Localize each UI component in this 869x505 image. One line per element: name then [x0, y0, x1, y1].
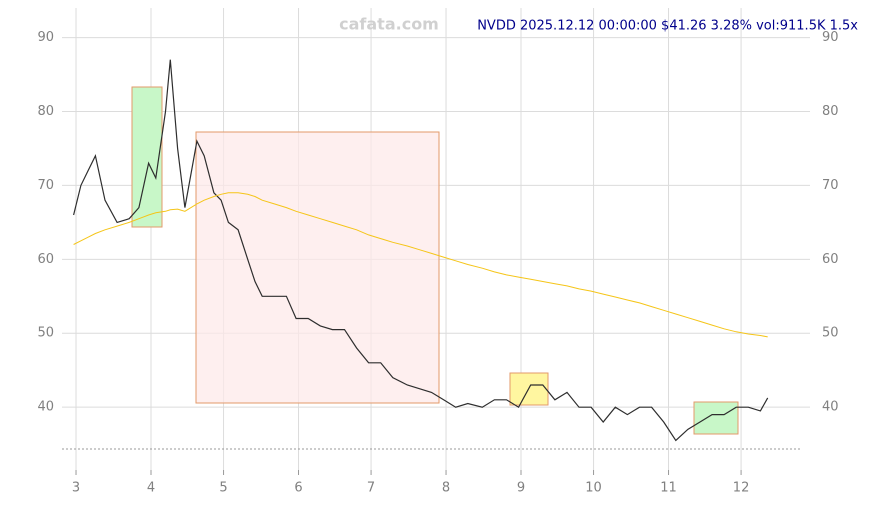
x-tick-label: 7: [367, 481, 375, 496]
x-tick-label: 8: [442, 481, 450, 496]
y2-tick-label: 90: [822, 30, 839, 45]
y-tick-label: 60: [37, 252, 54, 267]
y-tick-label: 50: [37, 326, 54, 341]
range-box: [693, 401, 739, 435]
watermark: cafata.com: [339, 15, 439, 34]
x-tick-label: 3: [72, 481, 80, 496]
y-tick-label: 70: [37, 178, 54, 193]
series-line: [73, 192, 768, 338]
y2-tick-label: 60: [822, 252, 839, 267]
x-tick-label: 4: [147, 481, 155, 496]
chart-title: NVDD 2025.12.12 00:00:00 $41.26 3.28% vo…: [477, 19, 858, 34]
x-tick-label: 11: [660, 481, 677, 496]
y2-tick-label: 40: [822, 400, 839, 415]
y2-tick-label: 50: [822, 326, 839, 341]
y-tick-label: 90: [37, 30, 54, 45]
range-box: [195, 131, 440, 404]
y2-tick-label: 70: [822, 178, 839, 193]
y-tick-label: 40: [37, 400, 54, 415]
x-tick-label: 5: [219, 481, 227, 496]
x-tick-label: 10: [585, 481, 602, 496]
y-tick-label: 80: [37, 104, 54, 119]
x-tick-label: 12: [733, 481, 750, 496]
series-line: [73, 59, 769, 442]
x-tick-label: 6: [294, 481, 302, 496]
x-tick-label: 9: [517, 481, 525, 496]
y2-tick-label: 80: [822, 104, 839, 119]
range-box: [131, 86, 163, 228]
